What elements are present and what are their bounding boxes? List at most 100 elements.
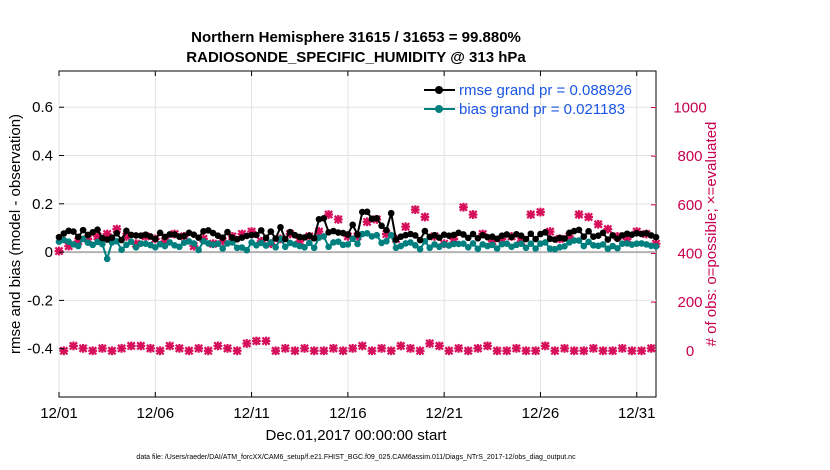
obs-evaluated-marker [117,343,126,353]
rmse-point [363,208,371,216]
y-tick-label-left: 0.6 [32,99,53,116]
rmse-point [378,222,385,230]
bias-point [383,237,390,245]
legend-rmse-label: rmse grand pr = 0.088926 [459,82,632,99]
obs-evaluated-marker [174,343,184,353]
bias-point [151,243,159,251]
obs-evaluated-marker [608,346,618,356]
rmse-point [296,233,304,241]
rmse-point [262,234,270,242]
bias-point [546,245,554,253]
rmse-point [79,226,87,234]
bias-point [464,243,472,251]
rmse-point [416,236,424,244]
x-tick-label: 12/31 [618,405,656,422]
rmse-point [195,234,202,241]
bias-point [103,255,111,263]
y-axis-label-right: # of obs: o=possible; ×=evaluated [703,122,720,347]
obs-evaluated-marker [146,343,155,353]
rmse-point [277,223,284,231]
rmse-point [652,233,660,241]
bias-point [229,239,236,246]
obs-evaluated-marker [540,341,550,351]
obs-evaluated-marker [593,219,603,229]
rmse-point [585,228,592,235]
obs-evaluated-marker [473,343,483,353]
bias-point [474,245,482,253]
obs-evaluated-marker [420,212,430,222]
bias-point [301,243,308,251]
obs-evaluated-marker [88,346,98,356]
rmse-point [60,230,68,237]
legend: rmse grand pr = 0.088926 bias grand pr =… [424,82,632,118]
bias-point [599,241,607,248]
obs-evaluated-marker [69,341,78,351]
obs-evaluated-marker [627,346,637,356]
rmse-point [373,215,381,222]
rmse-point [257,227,265,234]
bias-point [219,245,226,252]
obs-evaluated-marker [492,346,502,356]
rmse-point [344,231,352,238]
rmse-point [532,235,539,243]
obs-evaluated-marker [569,346,579,356]
obs-evaluated-marker [97,343,107,353]
obs-evaluated-marker [126,341,136,351]
y-tick-label-left: -0.4 [27,341,53,358]
rmse-point [484,233,491,241]
obs-evaluated-marker [107,346,117,356]
bias-point [652,243,660,250]
obs-evaluated-marker [406,343,415,353]
bias-point [541,239,549,246]
legend-rmse-marker [435,86,443,94]
rmse-point [267,228,275,235]
rmse-point [253,231,260,239]
y-tick-label-left: -0.2 [27,292,53,309]
rmse-point [392,236,400,243]
obs-evaluated-marker [319,346,329,356]
bias-point [397,242,405,250]
bias-point [334,238,342,246]
bias-point [262,242,270,249]
chart-title-line-2: RADIOSONDE_SPECIFIC_HUMIDITY @ 313 hPa [186,49,526,66]
obs-evaluated-marker [468,210,478,219]
rmse-point [320,215,328,222]
rmse-point [132,232,140,239]
bias-point [132,243,140,251]
bias-point [503,240,511,247]
y-tick-label-right: 0 [686,343,694,360]
rmse-point [580,233,588,240]
legend-bias-label: bias grand pr = 0.021183 [459,101,625,118]
bias-point [89,241,97,249]
obs-evaluated-marker [526,210,536,219]
obs-evaluated-marker [560,343,569,353]
obs-evaluated-marker [637,346,646,356]
bias-point [306,239,313,247]
obs-evaluated-marker [589,343,598,353]
bias-point [267,239,275,246]
rmse-point [89,229,97,236]
bias-point [248,239,255,246]
x-tick-label: 12/01 [40,405,78,422]
bias-point [363,229,371,237]
rmse-point [108,234,116,241]
bias-point [489,241,496,249]
obs-evaluated-marker [410,205,420,215]
axis-ticks: 12/01 12/06 12/11 12/16 12/21 12/26 12/31 0.6 0.… [27,71,707,422]
rmse-point [209,229,217,237]
y-axis-label-left: rmse and bias (model - observation) [7,114,24,354]
rmse-point [508,233,515,241]
bias-point [118,246,125,253]
rmse-point [464,234,472,242]
rmse-point [118,236,125,244]
obs-evaluated-marker [329,343,338,353]
obs-evaluated-marker [483,341,492,351]
obs-evaluated-marker [454,343,464,353]
bias-point [238,244,246,251]
obs-evaluated-marker [396,341,406,351]
obs-evaluated-marker [251,336,261,346]
bias-point [633,240,641,247]
rmse-point [387,209,395,217]
rmse-point [127,231,135,239]
